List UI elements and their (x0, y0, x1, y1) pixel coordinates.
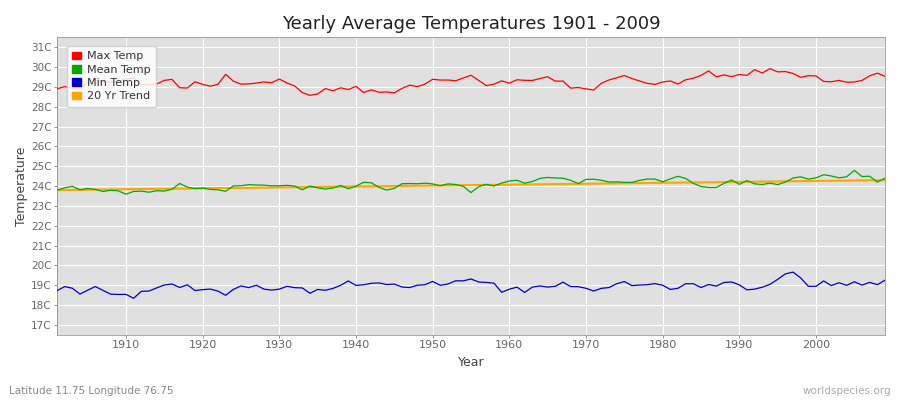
Text: Latitude 11.75 Longitude 76.75: Latitude 11.75 Longitude 76.75 (9, 386, 174, 396)
Legend: Max Temp, Mean Temp, Min Temp, 20 Yr Trend: Max Temp, Mean Temp, Min Temp, 20 Yr Tre… (67, 46, 156, 107)
Title: Yearly Average Temperatures 1901 - 2009: Yearly Average Temperatures 1901 - 2009 (282, 15, 661, 33)
Text: worldspecies.org: worldspecies.org (803, 386, 891, 396)
X-axis label: Year: Year (458, 356, 484, 369)
Y-axis label: Temperature: Temperature (15, 146, 28, 226)
